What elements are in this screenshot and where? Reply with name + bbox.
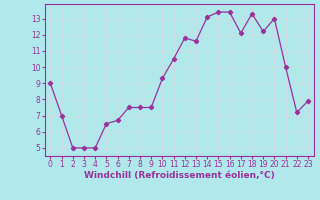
X-axis label: Windchill (Refroidissement éolien,°C): Windchill (Refroidissement éolien,°C) — [84, 171, 275, 180]
